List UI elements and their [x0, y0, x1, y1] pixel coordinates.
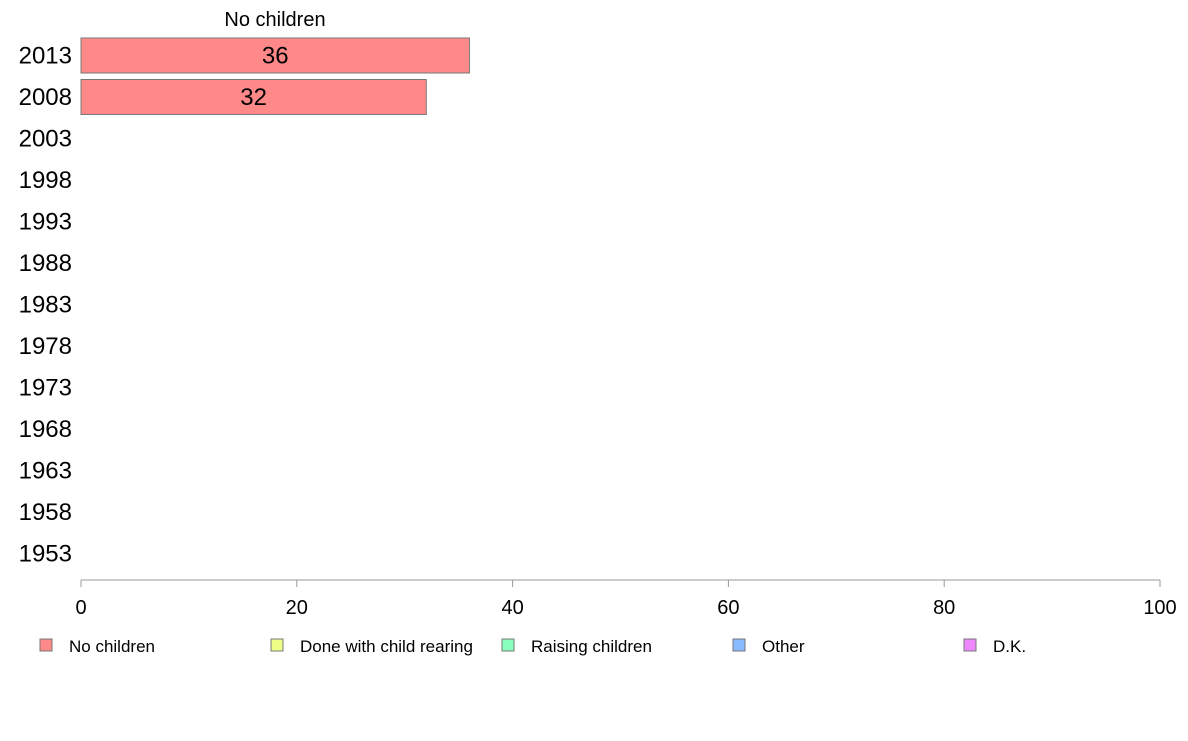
y-tick-label: 1993 — [19, 209, 72, 236]
y-tick-label: 1983 — [19, 292, 72, 319]
legend-swatch — [270, 638, 284, 652]
y-tick-label: 1973 — [19, 375, 72, 402]
legend-label: Other — [762, 637, 805, 656]
y-tick-label: 2008 — [19, 84, 72, 111]
y-axis-labels: 2013 2008 2003 1998 1993 1988 1983 1978 1973 1968… — [19, 43, 72, 568]
legend-swatch — [963, 638, 977, 652]
y-tick-label: 1998 — [19, 167, 72, 194]
bar-segment — [80, 79, 427, 115]
y-tick-label: 1953 — [19, 541, 72, 568]
bar-segments: 36 32 — [80, 37, 470, 115]
y-tick-label: 1968 — [19, 416, 72, 443]
y-tick-label: 2003 — [19, 126, 72, 153]
segment-header-label: No children — [224, 9, 325, 31]
x-tick-label: 40 — [501, 597, 523, 619]
y-tick-label: 2013 — [19, 43, 72, 70]
y-tick-label: 1988 — [19, 250, 72, 277]
y-tick-label: 1958 — [19, 499, 72, 526]
y-tick-label: 1978 — [19, 333, 72, 360]
x-axis: 0 20 40 60 80 100 — [75, 579, 1177, 619]
x-tick-label: 0 — [75, 597, 86, 619]
x-tick-label: 80 — [933, 597, 955, 619]
y-tick-label: 1963 — [19, 458, 72, 485]
legend-swatch — [732, 638, 746, 652]
bar-segment — [80, 37, 470, 74]
legend-label: Done with child rearing — [300, 637, 473, 656]
legend-swatch — [501, 638, 515, 652]
x-tick-label: 100 — [1143, 597, 1176, 619]
legend-swatch — [39, 638, 53, 652]
x-tick-label: 20 — [286, 597, 308, 619]
bar-value-label: 32 — [240, 84, 267, 111]
legend-label: No children — [69, 637, 155, 656]
legend-label: Raising children — [531, 637, 652, 656]
bar-value-label: 36 — [262, 43, 289, 70]
x-tick-label: 60 — [717, 597, 739, 619]
legend: No children Done with child rearing Raisin… — [39, 637, 1026, 656]
legend-label: D.K. — [993, 637, 1026, 656]
